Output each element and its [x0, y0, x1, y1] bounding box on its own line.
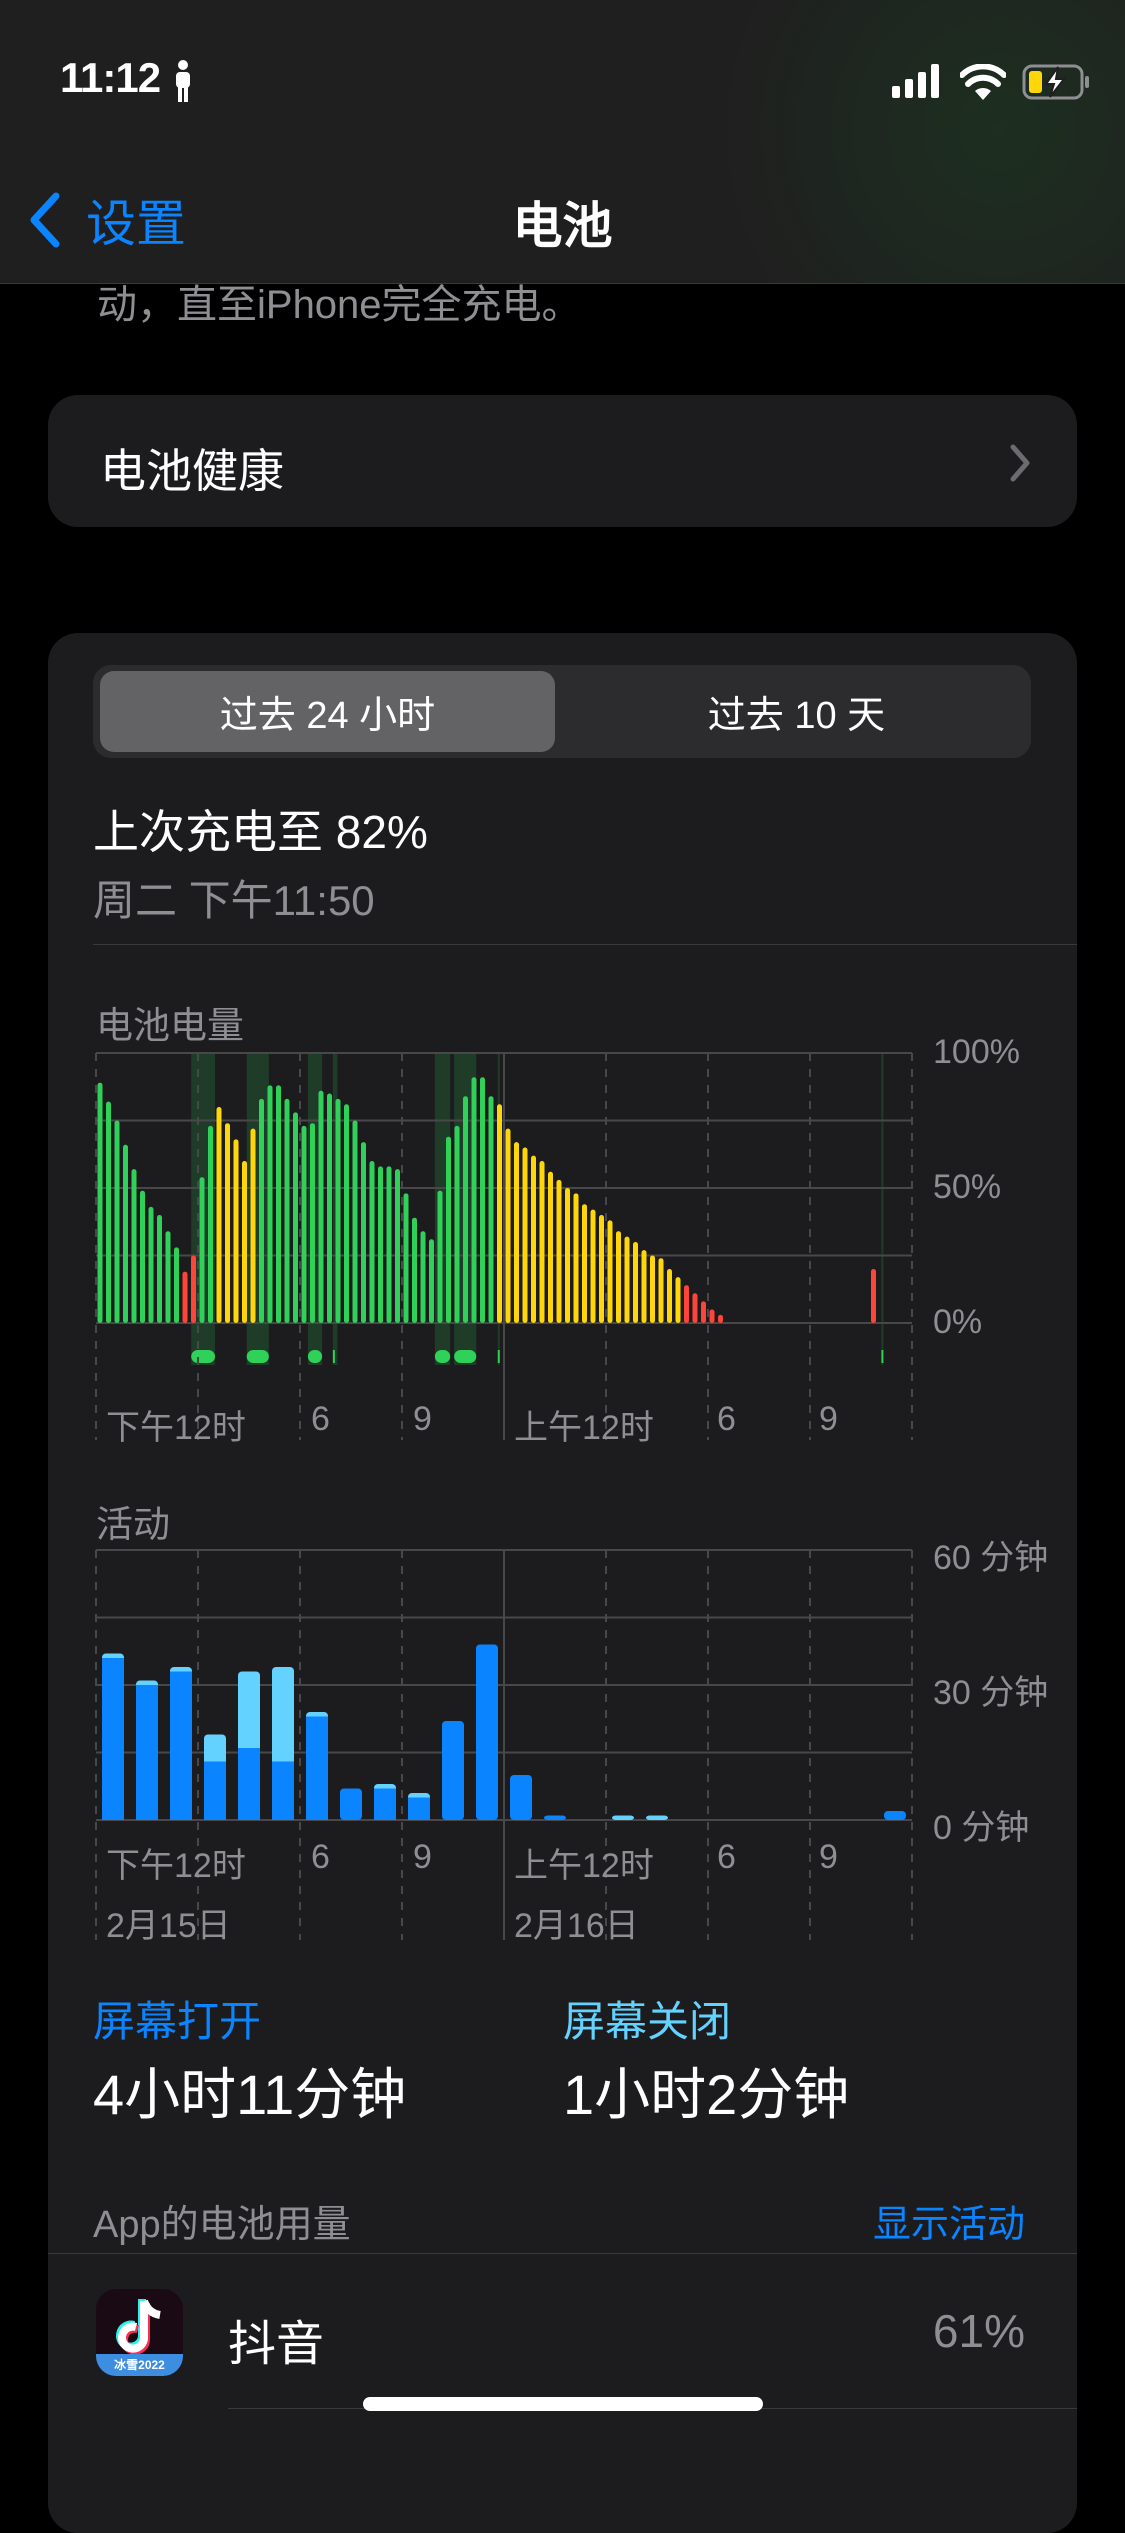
time-range-segmented-control: 过去 24 小时 过去 10 天 — [93, 665, 1031, 758]
intro-text: 动，直至iPhone完全充电。 — [97, 283, 582, 327]
show-activity-button[interactable]: 显示活动 — [873, 2204, 1026, 2246]
last-charge-title: 上次充电至 82% — [93, 806, 428, 858]
person-icon — [176, 60, 190, 102]
back-label: 设置 — [86, 196, 186, 252]
date-label: 2月15日 — [106, 1907, 231, 1945]
x-tick-label: 6 — [311, 1400, 330, 1438]
navigation-bar: 11:12 设置 电池 — [0, 0, 1125, 284]
divider — [93, 944, 1077, 945]
douyin-app-icon: 冰雪2022 — [96, 2289, 183, 2376]
app-row-douyin[interactable]: 冰雪2022 抖音 61% — [48, 2254, 1077, 2409]
battery-usage-card — [48, 633, 1077, 2533]
chevron-right-icon — [1010, 444, 1030, 482]
cellular-signal-icon — [892, 64, 939, 98]
music-note-icon — [116, 2299, 161, 2355]
x-tick-label: 6 — [311, 1838, 330, 1876]
y-tick-label: 50% — [933, 1168, 1002, 1206]
x-tick-label: 下午12时 — [106, 1409, 246, 1447]
x-tick-label: 6 — [717, 1838, 736, 1876]
screen-on-value: 4小时11分钟 — [93, 2063, 407, 2126]
screen-off-label: 屏幕关闭 — [563, 1998, 732, 2045]
app-name: 抖音 — [228, 2318, 325, 2371]
home-indicator[interactable] — [363, 2397, 763, 2411]
chevron-left-icon — [30, 192, 60, 248]
activity-chart-title: 活动 — [96, 1504, 170, 1545]
page-title: 电池 — [512, 198, 613, 254]
battery-charging-icon — [1022, 64, 1089, 100]
battery-health-row[interactable]: 电池健康 — [48, 395, 1077, 527]
app-percent: 61% — [932, 2305, 1025, 2357]
date-label: 2月16日 — [514, 1907, 639, 1945]
back-button[interactable]: 设置 — [26, 184, 186, 256]
last-charge-time: 周二 下午11:50 — [93, 877, 375, 924]
x-tick-label: 9 — [413, 1838, 432, 1876]
icon-badge: 冰雪2022 — [96, 2354, 183, 2376]
x-tick-label: 6 — [717, 1400, 736, 1438]
x-tick-label: 9 — [413, 1400, 432, 1438]
battery-level-chart-title: 电池电量 — [96, 1005, 244, 1046]
x-tick-label: 上午12时 — [514, 1847, 654, 1885]
battery-health-label: 电池健康 — [100, 445, 284, 497]
wifi-icon — [960, 64, 1006, 100]
x-tick-label: 9 — [819, 1838, 838, 1876]
screen-off-value: 1小时2分钟 — [563, 2063, 850, 2126]
y-tick-label: 0 分钟 — [933, 1809, 1030, 1847]
y-tick-label: 30 分钟 — [933, 1674, 1049, 1712]
y-tick-label: 100% — [933, 1033, 1020, 1071]
divider — [48, 2253, 1077, 2254]
tab-last-24-hours[interactable]: 过去 24 小时 — [100, 671, 555, 752]
y-tick-label: 0% — [933, 1303, 983, 1341]
y-tick-label: 60 分钟 — [933, 1539, 1049, 1577]
x-tick-label: 上午12时 — [514, 1409, 654, 1447]
x-tick-label: 9 — [819, 1400, 838, 1438]
status-time: 11:12 — [60, 54, 161, 101]
tab-last-10-days[interactable]: 过去 10 天 — [707, 695, 886, 737]
screen-on-label: 屏幕打开 — [93, 1998, 262, 2045]
x-tick-label: 下午12时 — [106, 1847, 246, 1885]
app-usage-header: App的电池用量 — [93, 2204, 351, 2246]
